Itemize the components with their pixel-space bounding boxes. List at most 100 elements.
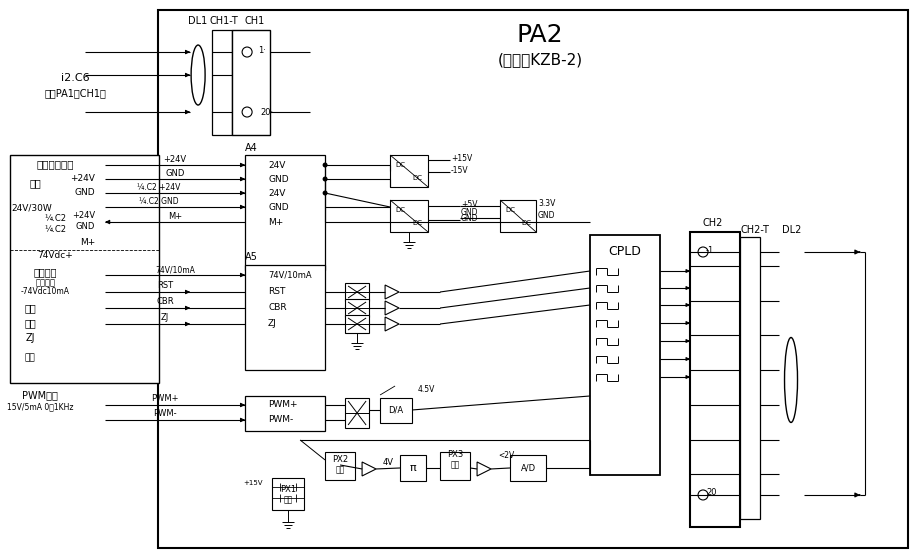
Bar xyxy=(245,155,325,270)
Text: CBR: CBR xyxy=(268,304,286,312)
Text: -1: -1 xyxy=(706,245,714,255)
Text: D/A: D/A xyxy=(388,406,404,415)
Text: PX2: PX2 xyxy=(332,456,348,465)
Text: 74V/10mA: 74V/10mA xyxy=(268,270,311,280)
Text: 20: 20 xyxy=(706,488,716,497)
Text: 电源: 电源 xyxy=(30,178,41,188)
Bar xyxy=(272,478,304,510)
Circle shape xyxy=(242,107,252,117)
Circle shape xyxy=(322,190,328,195)
Text: DC: DC xyxy=(412,220,422,226)
Text: 机车主控制器: 机车主控制器 xyxy=(36,159,74,169)
Bar xyxy=(345,299,369,317)
Bar xyxy=(690,232,740,527)
Text: CBR: CBR xyxy=(156,297,174,306)
Text: CH1: CH1 xyxy=(245,16,265,26)
Text: ZJ: ZJ xyxy=(25,333,35,343)
Text: PWM+: PWM+ xyxy=(152,395,179,403)
Text: ¼.C2 GND: ¼.C2 GND xyxy=(140,196,179,205)
Ellipse shape xyxy=(784,337,797,422)
Text: GND: GND xyxy=(165,169,185,178)
Bar xyxy=(740,237,760,519)
Bar xyxy=(10,155,159,383)
Text: DL2: DL2 xyxy=(783,225,802,235)
Text: RST: RST xyxy=(157,281,173,290)
Text: GND: GND xyxy=(268,174,288,184)
Text: GND: GND xyxy=(268,203,288,211)
Polygon shape xyxy=(385,285,399,299)
Polygon shape xyxy=(362,462,376,476)
Text: 1·: 1· xyxy=(258,46,266,54)
Text: 复位: 复位 xyxy=(24,303,36,313)
Text: +24V: +24V xyxy=(72,210,95,220)
Text: 下限: 下限 xyxy=(335,466,345,475)
Text: 24V/30W: 24V/30W xyxy=(12,204,53,213)
Text: DC: DC xyxy=(395,207,406,213)
Text: A/D: A/D xyxy=(520,463,536,472)
Text: PX3: PX3 xyxy=(447,451,463,460)
Text: 变量: 变量 xyxy=(450,461,460,470)
Text: GND: GND xyxy=(461,214,479,223)
Text: M+: M+ xyxy=(268,218,284,226)
Polygon shape xyxy=(477,462,491,476)
Circle shape xyxy=(698,490,708,500)
Bar xyxy=(245,396,325,431)
Text: 自检: 自检 xyxy=(25,354,35,362)
Text: DC: DC xyxy=(521,220,531,226)
Text: -74Vdc10mA: -74Vdc10mA xyxy=(20,287,69,296)
Text: PWM-: PWM- xyxy=(153,410,176,418)
Text: DL1: DL1 xyxy=(188,16,208,26)
Bar xyxy=(500,200,536,232)
Text: PA2: PA2 xyxy=(517,23,564,47)
Text: -15V: -15V xyxy=(451,165,468,174)
Text: 3.3V: 3.3V xyxy=(538,199,555,208)
Polygon shape xyxy=(385,301,399,315)
Text: RST: RST xyxy=(268,287,286,296)
Text: DC: DC xyxy=(395,162,406,168)
Text: CPLD: CPLD xyxy=(609,245,641,258)
Text: CH2-T: CH2-T xyxy=(741,225,770,235)
Bar xyxy=(245,265,325,370)
Bar xyxy=(345,315,369,333)
Text: 控制信号: 控制信号 xyxy=(33,267,57,277)
Text: 禁止: 禁止 xyxy=(24,318,36,328)
Text: GND: GND xyxy=(76,221,95,230)
Bar xyxy=(158,10,908,548)
Text: 4.5V: 4.5V xyxy=(418,386,435,395)
Text: 24V: 24V xyxy=(268,160,286,169)
Bar xyxy=(440,452,470,480)
Text: GND: GND xyxy=(538,210,555,220)
Bar xyxy=(400,455,426,481)
Text: 24V: 24V xyxy=(268,189,286,198)
Text: +5V: +5V xyxy=(461,199,478,209)
Text: PWM+: PWM+ xyxy=(268,401,298,410)
Text: ¼.C2: ¼.C2 xyxy=(44,225,67,234)
Bar xyxy=(345,398,369,428)
Text: A5: A5 xyxy=(245,252,258,262)
Circle shape xyxy=(322,163,328,168)
Text: 15V/5mA 0～1KHz: 15V/5mA 0～1KHz xyxy=(6,402,73,411)
Text: 接点信号: 接点信号 xyxy=(35,279,55,287)
Text: π: π xyxy=(409,463,417,473)
Polygon shape xyxy=(385,317,399,331)
Text: +24V: +24V xyxy=(164,154,187,164)
Text: +15V: +15V xyxy=(244,480,263,486)
Text: (控制板KZB-2): (控制板KZB-2) xyxy=(497,53,583,68)
Text: CH2: CH2 xyxy=(703,218,723,228)
Text: A4: A4 xyxy=(245,143,258,153)
Bar xyxy=(325,452,355,480)
Text: ZJ: ZJ xyxy=(268,320,277,329)
Bar xyxy=(390,155,428,187)
Text: 4V: 4V xyxy=(383,458,394,467)
Bar xyxy=(390,200,428,232)
Text: DC: DC xyxy=(412,175,422,181)
Text: （接PA1板CH1）: （接PA1板CH1） xyxy=(44,88,106,98)
Text: CH1-T: CH1-T xyxy=(210,16,238,26)
Text: ¼.C2: ¼.C2 xyxy=(44,214,67,223)
Text: ¼.C2 +24V: ¼.C2 +24V xyxy=(138,183,181,191)
Bar xyxy=(345,283,369,301)
Bar xyxy=(590,235,660,475)
Text: ZJ: ZJ xyxy=(161,314,169,322)
Circle shape xyxy=(698,247,708,257)
Text: 正限: 正限 xyxy=(284,496,293,504)
